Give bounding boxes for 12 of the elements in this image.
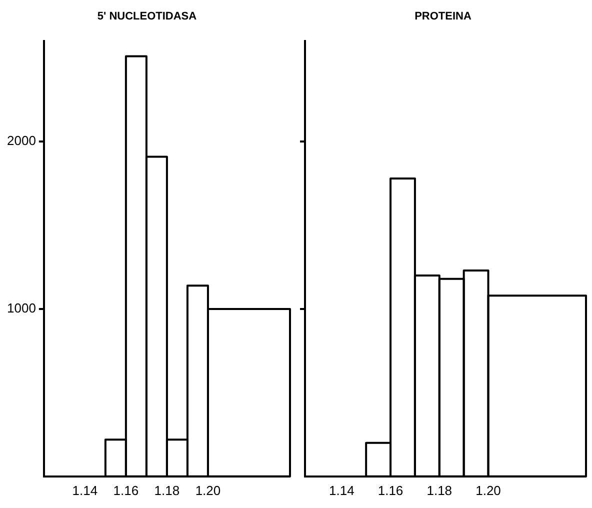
x-tick-label: 1.16 [378,482,404,498]
x-tick-label: 1.18 [426,482,452,498]
chart-title: 5' NUCLEOTIDASA [97,10,197,23]
x-tick-label: 1.18 [154,482,180,498]
y-tick-label: 1000 [7,300,36,316]
x-tick-label: 1.14 [328,482,354,498]
x-tick-label: 1.20 [195,482,221,498]
y-tick-label: 2000 [7,133,36,148]
x-tick-label: 1.16 [113,482,139,498]
x-tick-label: 1.14 [72,482,98,498]
chart-title: PROTEINA [414,10,472,23]
x-tick-label: 1.20 [476,482,501,498]
